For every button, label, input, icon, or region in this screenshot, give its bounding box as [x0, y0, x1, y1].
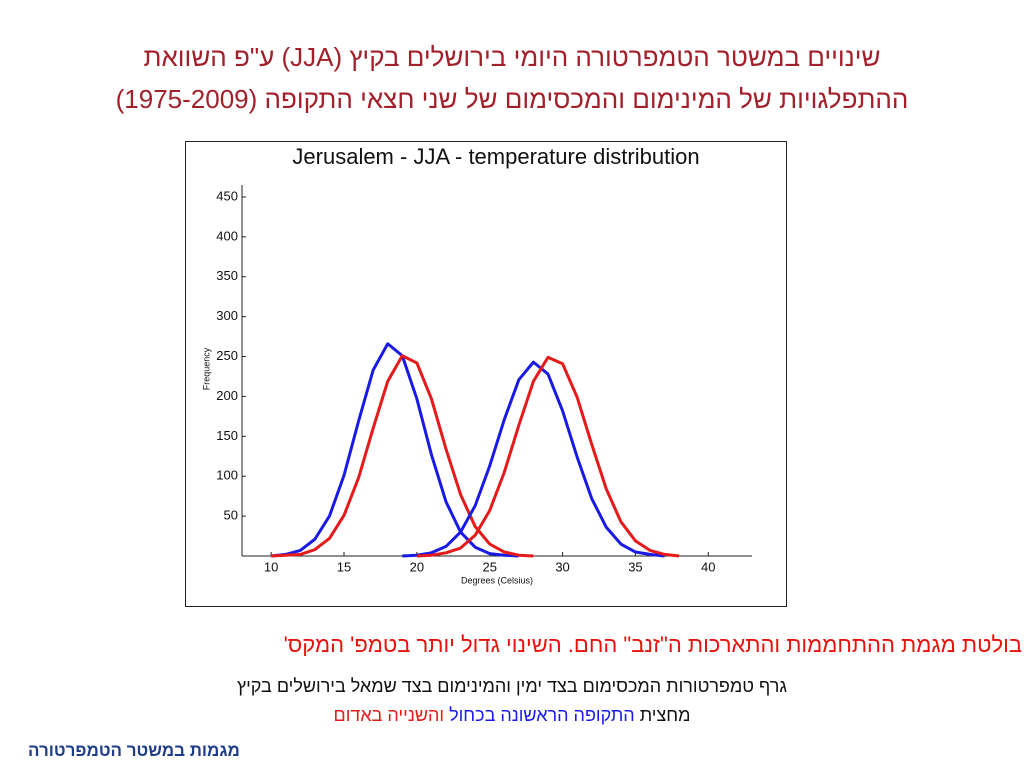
x-axis-label: Degrees (Celsius): [461, 575, 533, 585]
legend-first: התקופה הראשונה בכחול: [449, 705, 635, 725]
x-tick-label: 35: [628, 559, 642, 574]
y-tick-label: 300: [216, 308, 238, 323]
y-tick-label: 250: [216, 348, 238, 363]
chart-frame: [185, 141, 787, 607]
y-tick-label: 400: [216, 228, 238, 243]
y-tick-label: 200: [216, 388, 238, 403]
y-tick-label: 150: [216, 428, 238, 443]
x-tick-label: 20: [410, 559, 424, 574]
footer: מגמות במשטר הטמפרטורה: [28, 741, 240, 760]
series-line: [271, 354, 534, 558]
series-line: [416, 355, 680, 558]
series-line: [402, 360, 665, 558]
slide-title: שינויים במשטר הטמפרטורה היומי בירושלים ב…: [0, 36, 1024, 120]
x-tick-label: 15: [337, 559, 351, 574]
title-line: שינויים במשטר הטמפרטורה היומי בירושלים ב…: [143, 42, 881, 72]
legend-text: מחצית התקופה הראשונה בכחול והשנייה באדום: [0, 705, 1024, 726]
y-tick-label: 350: [216, 268, 238, 283]
legend-second: והשנייה באדום: [333, 705, 445, 725]
chart-title: Jerusalem - JJA - temperature distributi…: [292, 144, 699, 169]
y-tick-label: 50: [224, 508, 238, 523]
title-line: ההתפלגויות של המינימום והמכסימום של שני …: [115, 84, 909, 114]
x-tick-label: 10: [264, 559, 278, 574]
x-tick-label: 40: [701, 559, 715, 574]
y-axis-label: Frequency: [201, 347, 211, 390]
finding-text: בולטת מגמת ההתחממות והתארכות ה"זנב" החם.…: [283, 632, 1022, 657]
description-text: גרף טמפרטורות המכסימום בצד ימין והמינימו…: [237, 676, 787, 696]
y-tick-label: 100: [216, 468, 238, 483]
x-tick-label: 25: [482, 559, 496, 574]
y-tick-label: 450: [216, 188, 238, 203]
legend-prefix: מחצית: [639, 705, 691, 725]
x-tick-label: 30: [555, 559, 569, 574]
series-line: [270, 342, 519, 558]
chart: Jerusalem - JJA - temperature distributi…: [185, 141, 787, 607]
